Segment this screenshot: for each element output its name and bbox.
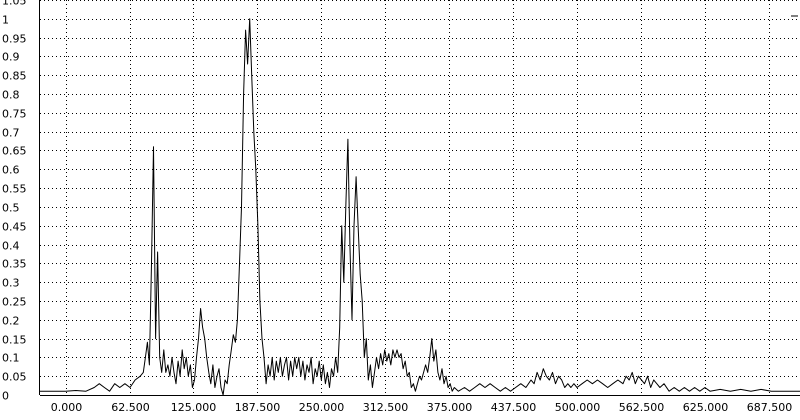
- y-tick-label: 0.55: [2, 183, 27, 196]
- x-tick-label: 375.000: [427, 401, 473, 414]
- y-tick-label: 0.9: [2, 51, 20, 64]
- y-tick-label: 0.65: [2, 145, 27, 158]
- y-tick-label: 0.85: [2, 70, 27, 83]
- y-tick-label: 0: [2, 390, 9, 403]
- x-tick-label: 250.000: [299, 401, 345, 414]
- y-tick-label: 0.35: [2, 258, 27, 271]
- y-tick-label: 0.05: [2, 371, 27, 384]
- x-tick-label: 500.000: [555, 401, 601, 414]
- y-tick-label: 0.15: [2, 334, 27, 347]
- x-tick-label: 625.000: [683, 401, 729, 414]
- x-tick-label: 312.500: [363, 401, 409, 414]
- y-tick-label: 0.3: [2, 277, 20, 290]
- y-tick-label: 0.8: [2, 89, 20, 102]
- y-tick-label: 0.4: [2, 240, 20, 253]
- y-tick-label: 0.25: [2, 296, 27, 309]
- y-tick-label: 0.75: [2, 108, 27, 121]
- y-tick-label: 0.2: [2, 315, 20, 328]
- x-tick-label: 562.500: [619, 401, 665, 414]
- y-tick-label: 1: [2, 14, 9, 27]
- x-tick-label: 125.000: [171, 401, 217, 414]
- y-tick-label: 1.05: [2, 0, 27, 8]
- y-tick-label: 0.1: [2, 352, 20, 365]
- y-tick-label: 0.95: [2, 33, 27, 46]
- y-tick-label: 0.45: [2, 221, 27, 234]
- x-tick-label: 62.500: [111, 401, 150, 414]
- y-tick-label: 0.7: [2, 127, 20, 140]
- y-tick-label: 0.6: [2, 164, 20, 177]
- y-tick-label: 0.5: [2, 202, 20, 215]
- x-tick-label: 187.500: [235, 401, 281, 414]
- x-tick-label: 687.500: [747, 401, 793, 414]
- x-tick-label: 0.000: [51, 401, 83, 414]
- x-tick-label: 437.500: [491, 401, 537, 414]
